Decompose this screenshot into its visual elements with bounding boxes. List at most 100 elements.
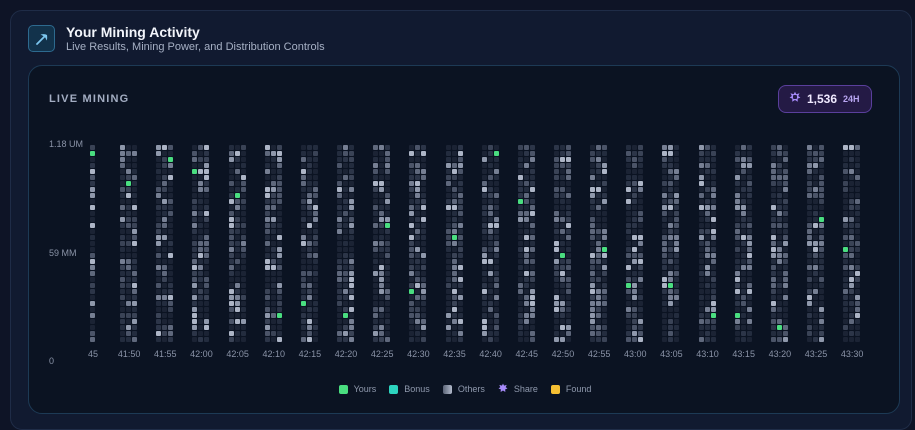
heatmap-cell — [559, 241, 565, 246]
heatmap-cell — [343, 235, 349, 240]
heatmap-cell — [807, 163, 812, 168]
heatmap-cell — [590, 331, 596, 336]
heatmap-cell — [421, 163, 427, 168]
heatmap-cell — [849, 259, 855, 264]
heatmap-cell — [487, 247, 493, 252]
heatmap-cell — [385, 265, 391, 270]
heatmap-cell — [264, 295, 270, 300]
heatmap-cell — [710, 229, 716, 234]
heatmap-cell — [638, 151, 644, 156]
heatmap-cell — [734, 265, 740, 270]
heatmap-cell — [493, 277, 499, 282]
heatmap-cell — [590, 307, 596, 312]
heatmap-cell — [228, 241, 234, 246]
heatmap-cell — [529, 331, 535, 336]
heatmap-cell — [590, 289, 596, 294]
heatmap-cell — [240, 169, 246, 174]
heatmap-cell — [487, 187, 493, 192]
heatmap-cell — [162, 277, 168, 282]
heatmap-cell — [523, 175, 529, 180]
heatmap-cell — [807, 289, 812, 294]
heatmap-cell — [132, 187, 138, 192]
heatmap-cell — [204, 247, 210, 252]
heatmap-cell — [270, 187, 276, 192]
heatmap-cell — [445, 241, 451, 246]
heatmap-cell — [632, 259, 638, 264]
heatmap-cell — [734, 175, 740, 180]
heatmap-cell — [559, 229, 565, 234]
heatmap-cell — [632, 187, 638, 192]
heatmap-cell — [553, 259, 559, 264]
heatmap-cell — [415, 253, 421, 258]
heatmap-cell — [192, 307, 198, 312]
heatmap-cell — [632, 337, 638, 342]
heatmap-cell — [855, 235, 861, 240]
heatmap-cell — [487, 295, 493, 300]
heatmap-cell — [90, 247, 95, 252]
heatmap-cell — [638, 229, 644, 234]
heatmap-cell — [493, 259, 499, 264]
heatmap-cell — [415, 295, 421, 300]
heatmap-cell — [662, 145, 668, 150]
heatmap-cell — [698, 289, 704, 294]
heatmap-cell — [457, 181, 463, 186]
heatmap-cell — [270, 199, 276, 204]
heatmap-cell — [198, 145, 204, 150]
heatmap-cell — [813, 217, 818, 222]
heatmap-cell — [409, 253, 415, 258]
heatmap-cell — [746, 151, 752, 156]
heatmap-cell — [445, 175, 451, 180]
heatmap-cell — [409, 163, 415, 168]
heatmap-cell — [270, 283, 276, 288]
heatmap-cell — [782, 271, 788, 276]
heatmap-cell — [782, 175, 788, 180]
heatmap-cell — [204, 205, 210, 210]
heatmap-cell — [559, 271, 565, 276]
heatmap-cell — [270, 313, 276, 318]
share-count-badge[interactable]: 1,536 24H — [778, 85, 872, 113]
heatmap-cell — [638, 325, 644, 330]
heatmap-cell — [776, 235, 782, 240]
heatmap-cell — [770, 217, 776, 222]
heatmap-cell — [662, 181, 668, 186]
heatmap-cell — [487, 307, 493, 312]
heatmap-cell — [632, 247, 638, 252]
heatmap-cell — [638, 289, 644, 294]
heatmap-cell — [782, 205, 788, 210]
heatmap-cell — [704, 301, 710, 306]
heatmap-cell — [421, 229, 427, 234]
heatmap-cell — [813, 229, 818, 234]
heatmap-cell — [343, 337, 349, 342]
heatmap-cell — [559, 193, 565, 198]
heatmap-cell — [807, 319, 812, 324]
heatmap-cell — [523, 205, 529, 210]
heatmap-cell — [770, 229, 776, 234]
heatmap-cell — [132, 235, 138, 240]
heatmap-cell — [517, 253, 523, 258]
heatmap-cell — [132, 277, 138, 282]
heatmap-cell — [349, 199, 355, 204]
heatmap-cell — [373, 241, 379, 246]
heatmap-cell — [517, 235, 523, 240]
heatmap-cell — [343, 211, 349, 216]
heatmap-cell — [264, 283, 270, 288]
heatmap-cell — [746, 247, 752, 252]
heatmap-cell — [270, 241, 276, 246]
heatmap-cell — [240, 193, 246, 198]
legend-swatch — [389, 384, 399, 394]
heatmap-cell — [373, 181, 379, 186]
heatmap-cell — [843, 259, 849, 264]
heatmap-cell — [596, 235, 602, 240]
heatmap-cell — [270, 265, 276, 270]
heatmap-cell — [843, 229, 849, 234]
heatmap-cell — [807, 175, 812, 180]
heatmap-cell — [590, 253, 596, 258]
heatmap-cell — [674, 199, 680, 204]
heatmap-cell — [481, 325, 487, 330]
heatmap-cell — [487, 325, 493, 330]
heatmap-cell — [204, 151, 210, 156]
heatmap-cell — [565, 271, 571, 276]
heatmap-cell — [632, 271, 638, 276]
heatmap-cell — [168, 331, 174, 336]
heatmap-cell — [782, 211, 788, 216]
